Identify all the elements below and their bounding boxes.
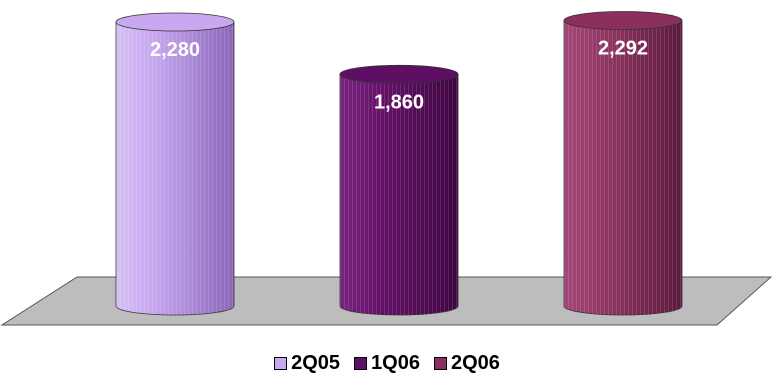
cylinder-texture-1q06 — [340, 74, 458, 315]
legend-swatch-2q05 — [274, 357, 288, 370]
value-label-2q05: 2,280 — [150, 39, 200, 61]
cylinder-texture-2q05 — [116, 22, 234, 315]
cylinder-top-2q06 — [563, 11, 683, 30]
legend-label-1q06: 1Q06 — [371, 352, 420, 374]
legend-swatch-2q06 — [433, 357, 447, 370]
value-label-1q06: 1,860 — [374, 91, 424, 113]
legend-item-2q05: 2Q05 — [274, 352, 340, 375]
bar-chart: 2,280 1,860 2,292 — [0, 11, 773, 326]
legend-swatch-1q06 — [354, 357, 368, 370]
legend-label-2q05: 2Q05 — [291, 352, 341, 374]
cylinder-texture-2q06 — [564, 20, 682, 316]
legend: 2Q05 1Q06 2Q06 — [0, 352, 774, 375]
legend-label-2q06: 2Q06 — [450, 352, 500, 374]
legend-item-2q06: 2Q06 — [433, 352, 500, 375]
bars-group: 2,280 1,860 2,292 — [115, 11, 683, 316]
legend-item-1q06: 1Q06 — [354, 352, 420, 375]
cylinder-top-2q05 — [115, 12, 235, 32]
cylinder-top-1q06 — [339, 64, 459, 84]
value-label-2q06: 2,292 — [598, 38, 648, 60]
